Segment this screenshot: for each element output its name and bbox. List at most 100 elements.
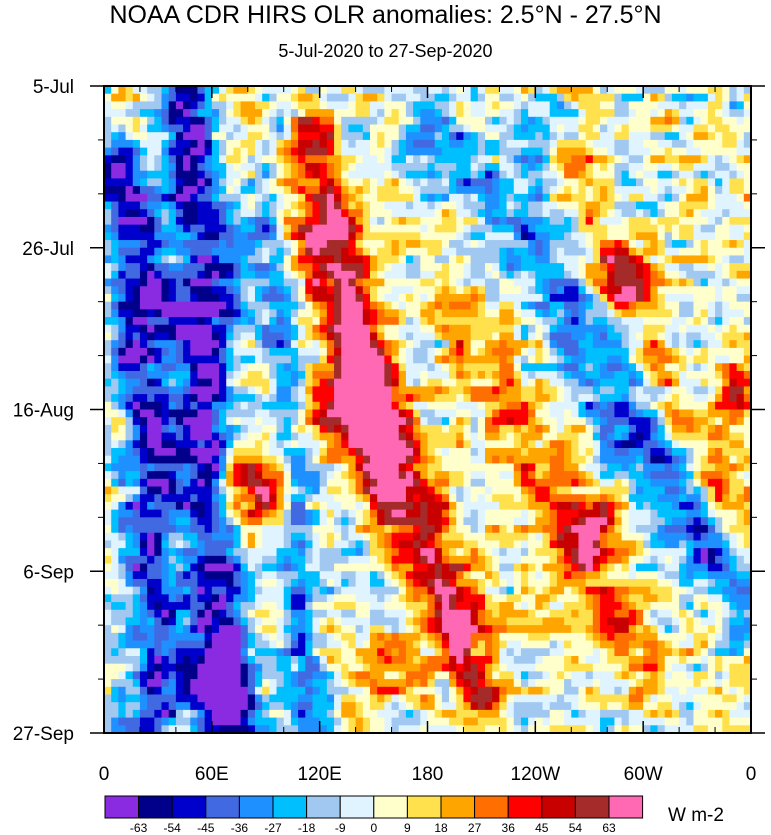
- heatmap-cell: [722, 116, 731, 126]
- heatmap-cell: [305, 501, 314, 511]
- heatmap-cell: [369, 193, 378, 203]
- heatmap-cell: [592, 432, 601, 441]
- heatmap-cell: [592, 101, 601, 110]
- heatmap-cell: [434, 109, 443, 118]
- heatmap-cell: [276, 116, 285, 126]
- heatmap-cell: [715, 139, 723, 149]
- heatmap-cell: [362, 170, 371, 180]
- heatmap-cell: [477, 324, 486, 334]
- heatmap-cell: [405, 147, 414, 156]
- heatmap-cell: [319, 124, 328, 133]
- heatmap-cell: [470, 347, 479, 357]
- heatmap-cell: [219, 317, 227, 326]
- heatmap-cell: [571, 216, 580, 226]
- heatmap-cell: [722, 201, 731, 210]
- heatmap-cell: [585, 486, 594, 495]
- heatmap-cell: [226, 409, 234, 418]
- heatmap-cell: [420, 486, 429, 495]
- heatmap-cell: [362, 155, 371, 164]
- heatmap-cell: [520, 378, 529, 387]
- heatmap-cell: [319, 147, 328, 156]
- heatmap-cell: [168, 355, 177, 364]
- heatmap-cell: [621, 93, 630, 102]
- heatmap-cell: [549, 109, 558, 118]
- heatmap-cell: [707, 417, 716, 426]
- heatmap-cell: [118, 255, 127, 264]
- heatmap-cell: [571, 170, 580, 180]
- heatmap-cell: [707, 155, 716, 164]
- heatmap-cell: [643, 394, 651, 403]
- heatmap-cell: [585, 455, 594, 465]
- heatmap-cell: [729, 386, 738, 395]
- heatmap-cell: [154, 501, 163, 511]
- heatmap-cell: [168, 232, 177, 241]
- heatmap-cell: [298, 286, 306, 295]
- heatmap-cell: [614, 394, 623, 403]
- heatmap-cell: [118, 332, 127, 341]
- heatmap-cell: [197, 155, 206, 164]
- heatmap-cell: [240, 163, 249, 172]
- heatmap-cell: [147, 486, 155, 495]
- heatmap-cell: [211, 309, 220, 318]
- heatmap-cell: [643, 240, 651, 249]
- heatmap-cell: [312, 193, 321, 203]
- heatmap-cell: [736, 463, 745, 472]
- heatmap-cell: [319, 363, 328, 372]
- heatmap-cell: [384, 263, 393, 272]
- heatmap-cell: [679, 139, 687, 149]
- heatmap-cell: [240, 401, 249, 411]
- heatmap-cell: [125, 216, 134, 226]
- heatmap-cell: [635, 270, 644, 280]
- heatmap-cell: [154, 432, 163, 441]
- heatmap-cell: [305, 409, 314, 418]
- heatmap-cell: [528, 286, 536, 295]
- heatmap-cell: [319, 109, 328, 118]
- heatmap-cell: [290, 448, 299, 457]
- heatmap-cell: [679, 455, 687, 465]
- heatmap-cell: [204, 332, 213, 341]
- heatmap-cell: [413, 116, 421, 126]
- heatmap-cell: [671, 209, 680, 218]
- heatmap-cell: [283, 124, 292, 133]
- heatmap-cell: [513, 417, 522, 426]
- heatmap-cell: [614, 370, 623, 380]
- heatmap-cell: [700, 124, 709, 133]
- heatmap-cell: [485, 317, 493, 326]
- heatmap-cell: [369, 278, 378, 287]
- heatmap-cell: [427, 386, 436, 395]
- heatmap-cell: [621, 86, 630, 95]
- heatmap-cell: [578, 355, 587, 364]
- heatmap-cell: [657, 309, 666, 318]
- heatmap-cell: [247, 263, 256, 272]
- heatmap-cell: [247, 401, 256, 411]
- heatmap-cell: [305, 270, 314, 280]
- heatmap-cell: [269, 509, 278, 518]
- heatmap-cell: [729, 109, 738, 118]
- heatmap-cell: [736, 170, 745, 180]
- heatmap-cell: [197, 509, 206, 518]
- heatmap-cell: [247, 155, 256, 164]
- heatmap-cell: [326, 332, 335, 341]
- heatmap-cell: [578, 270, 587, 280]
- heatmap-cell: [571, 347, 580, 357]
- heatmap-cell: [211, 394, 220, 403]
- heatmap-cell: [715, 386, 723, 395]
- heatmap-cell: [635, 232, 644, 241]
- heatmap-cell: [499, 340, 508, 349]
- heatmap-cell: [485, 309, 493, 318]
- heatmap-cell: [592, 178, 601, 187]
- heatmap-cell: [722, 386, 731, 395]
- heatmap-cell: [549, 263, 558, 272]
- heatmap-cell: [700, 186, 709, 195]
- heatmap-cell: [722, 263, 731, 272]
- heatmap-cell: [585, 432, 594, 441]
- heatmap-cell: [118, 309, 127, 318]
- heatmap-cell: [715, 332, 723, 341]
- heatmap-cell: [463, 340, 472, 349]
- heatmap-cell: [132, 170, 141, 180]
- heatmap-cell: [154, 240, 163, 249]
- heatmap-cell: [233, 301, 242, 310]
- heatmap-cell: [679, 309, 687, 318]
- heatmap-cell: [564, 317, 572, 326]
- heatmap-cell: [341, 124, 350, 133]
